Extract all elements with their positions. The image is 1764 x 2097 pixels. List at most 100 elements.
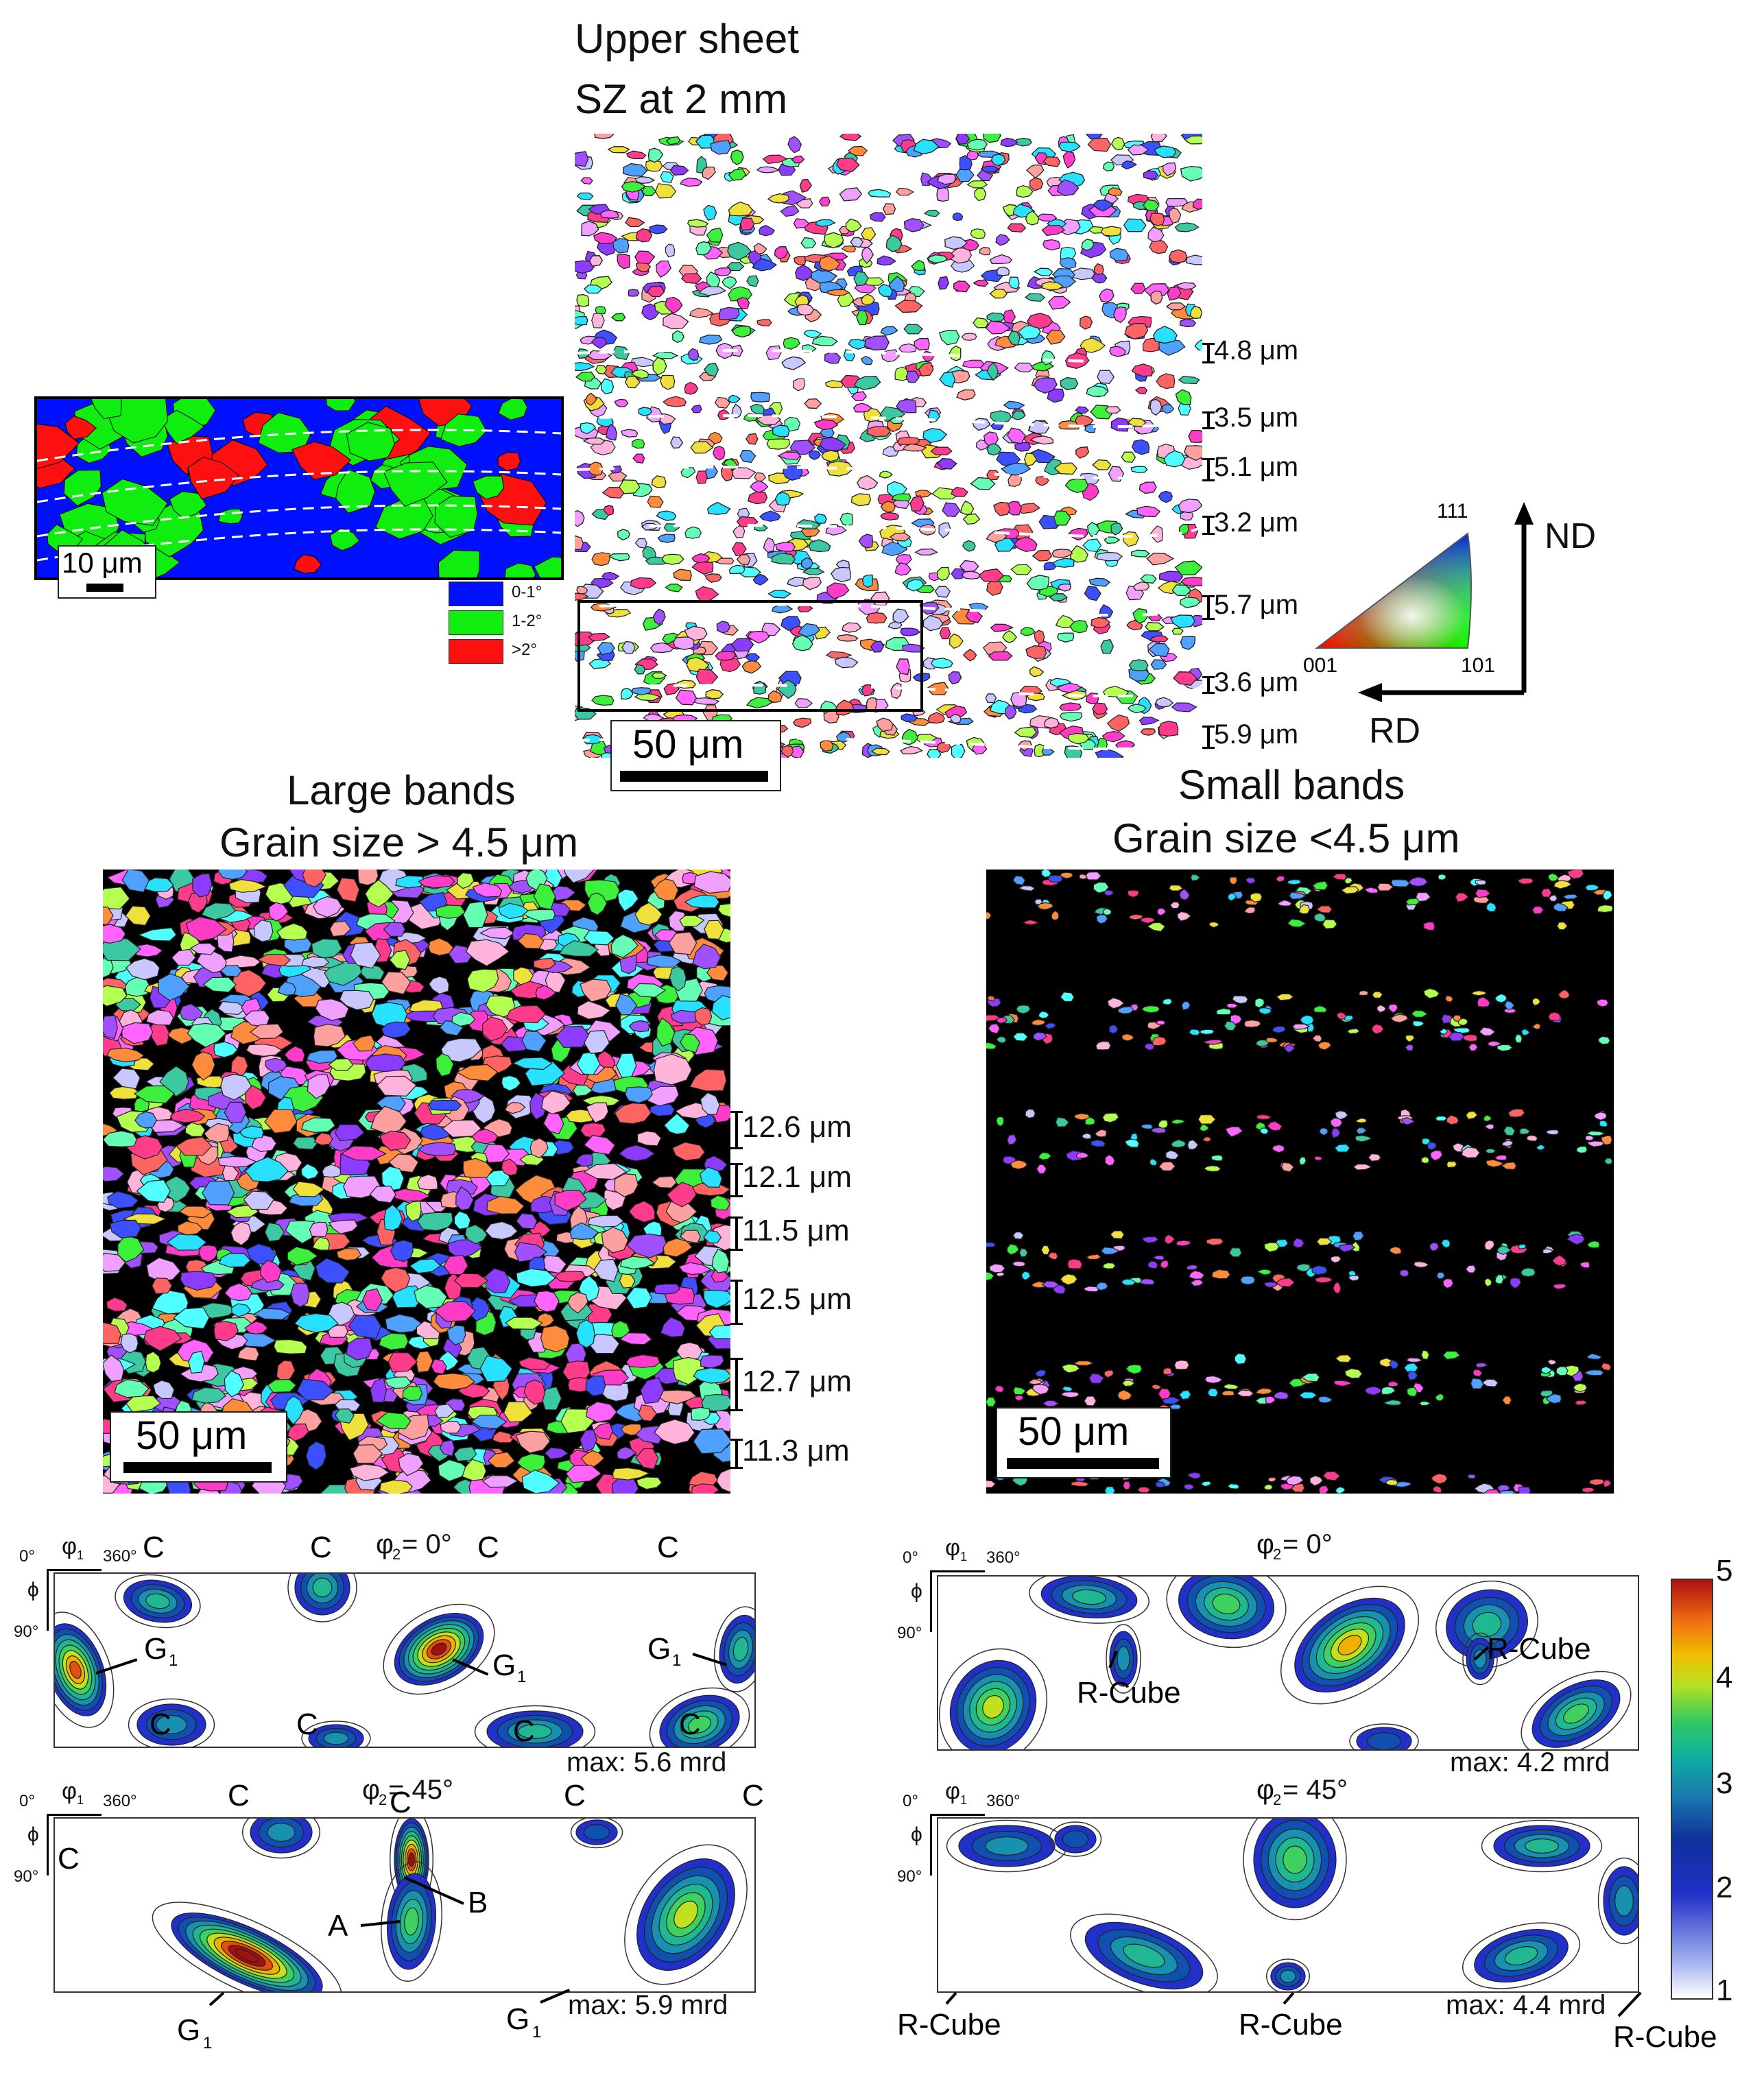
grain [944,236,968,250]
grain [858,534,873,549]
grain [1097,370,1115,384]
grain [657,534,676,543]
grain [767,589,791,599]
grain [1026,164,1045,179]
grain [759,510,781,522]
grain [684,381,699,395]
grain [665,243,676,258]
grain [1094,1129,1107,1138]
grain [1123,218,1147,232]
grain [1271,1144,1285,1153]
grain [879,470,893,479]
band-bracket [1207,676,1210,694]
grain [1010,1160,1028,1170]
grain [472,475,505,500]
grain [438,549,480,577]
grain [986,579,1003,596]
grain [103,1252,126,1272]
ipf-111-label: 111 [1437,501,1468,523]
odf-component-label: C [228,1779,250,1812]
grain [673,568,692,582]
grain [503,1401,534,1423]
grain [1483,1489,1501,1494]
grain [1221,1390,1235,1396]
grain [1061,1363,1080,1374]
grain [1227,1483,1240,1489]
grain [754,472,766,482]
grain [621,640,636,654]
grain [687,348,700,361]
band-bracket-cap [1202,411,1215,414]
large-title-line2: Grain size > 4.5 μm [219,819,579,865]
grain [631,438,645,449]
grain [1276,1278,1296,1288]
grain [792,634,813,651]
axis-phi-label: ϕ [27,1579,39,1601]
grain [1151,1384,1163,1390]
grain [1208,921,1220,928]
odf-isoline [938,1648,1048,1749]
odf-component-label: G [506,2002,530,2036]
grain [472,882,503,898]
grain [710,140,732,155]
grain [730,638,754,652]
grain [750,392,770,403]
grain [1376,883,1394,891]
grain [267,1378,297,1393]
grain [680,1033,700,1053]
grain [1083,1286,1100,1293]
grain [962,649,977,662]
odf-left-phi2-0 [53,1572,756,1748]
grain [962,540,976,552]
odf-contour [1504,1946,1538,1965]
grain [1127,144,1149,156]
grain [845,218,862,232]
grain [608,553,630,562]
odf-isoline [287,1574,357,1622]
grain [1531,997,1541,1007]
grain [860,355,873,366]
grain [580,979,612,1003]
grain [1483,1123,1494,1130]
band-label: 11.3 μm [742,1434,850,1468]
grain [302,870,327,888]
grain [595,305,606,315]
grain [679,915,705,927]
grain [857,475,879,490]
grain [1038,1151,1052,1160]
grain [521,1031,547,1052]
grain [706,227,724,243]
grain [986,1396,997,1407]
grain [1200,1029,1215,1035]
grain [850,391,867,401]
grain [1014,726,1037,738]
grain [1187,1472,1202,1480]
grain [1156,907,1167,916]
grain [1018,1247,1028,1258]
grain [433,1301,477,1322]
grain [922,428,948,443]
grain [1121,451,1136,463]
odf-component-label: C [58,1842,80,1876]
odf-component-label: C [513,1714,535,1748]
grain [1228,1247,1242,1258]
grain [802,568,825,575]
odf-isoline [1243,1819,1347,1921]
grain [103,1130,137,1147]
grain [719,307,740,320]
grain [1179,888,1190,901]
grain [1276,875,1285,883]
grain [505,1317,543,1330]
grain [880,326,898,336]
grain [1226,1003,1239,1009]
grain [187,1022,227,1048]
grain [1597,904,1614,913]
grain [504,562,536,577]
band-bracket-cap [730,1111,743,1113]
grain [1033,1031,1047,1042]
grain [1267,1121,1283,1131]
grain [1355,1135,1373,1142]
grain [352,1035,376,1052]
grain [1298,904,1311,915]
grain [1040,870,1052,878]
